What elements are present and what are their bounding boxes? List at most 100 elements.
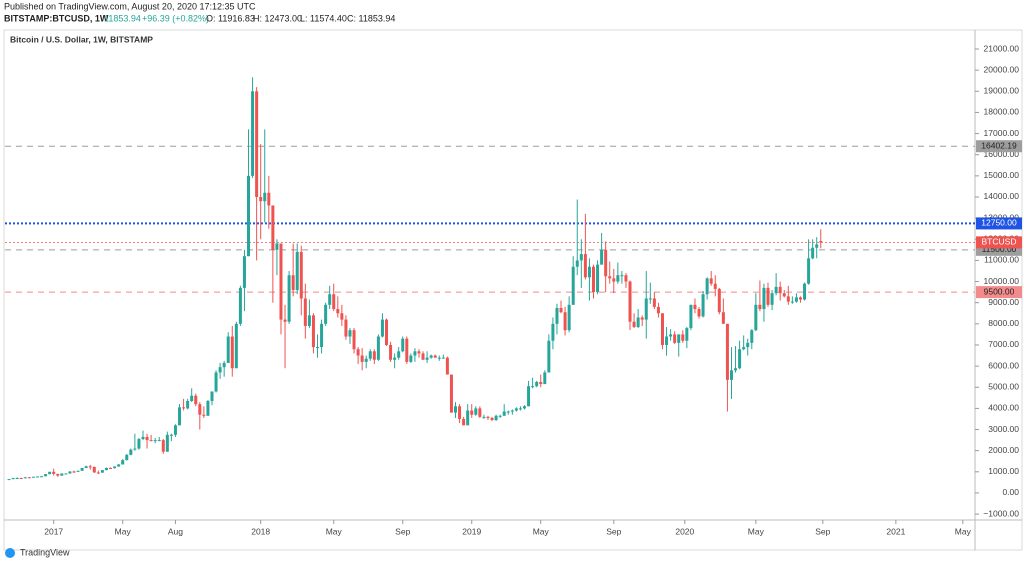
candle-body (376, 336, 380, 360)
candle-body (571, 266, 575, 305)
candle-body (169, 434, 173, 436)
candle-body (48, 471, 52, 475)
candle-body (697, 309, 701, 317)
candle-body (555, 307, 559, 324)
candle-body (356, 349, 360, 356)
candle-body (490, 417, 494, 421)
candle-body (23, 477, 27, 479)
candle-body (754, 304, 758, 331)
candle-body (437, 357, 441, 359)
candle-body (721, 312, 725, 324)
logo: TradingView (5, 547, 70, 558)
last-price-label: BTCUSD (982, 237, 1017, 247)
candle-body (76, 470, 80, 472)
candle-body (807, 258, 811, 284)
candle-body (782, 293, 786, 297)
candle-body (234, 323, 238, 369)
candle-body (182, 407, 186, 409)
candle-body (52, 471, 56, 474)
y-tick-label: 16000.00 (984, 149, 1020, 159)
candle-body (401, 338, 405, 352)
candle-body (149, 440, 153, 442)
candle-body (713, 283, 717, 289)
candle-body (109, 467, 113, 469)
candle-body (11, 478, 15, 480)
x-tick-label: 2017 (44, 526, 63, 536)
candle-body (636, 317, 640, 328)
logo-text: TradingView (20, 547, 70, 557)
candle-body (238, 287, 242, 324)
candle-body (206, 400, 210, 416)
candle-body (725, 323, 729, 380)
candle-body (514, 408, 518, 411)
candle-body (88, 466, 92, 468)
candle-body (604, 249, 608, 277)
candle-body (64, 473, 68, 475)
x-tick-label: May (115, 526, 132, 536)
candle-body (80, 467, 84, 471)
y-tick-label: 2000.00 (988, 445, 1019, 455)
candle-body (218, 367, 222, 373)
candle-body (527, 386, 531, 407)
level-label: 11500.00 (982, 244, 1017, 254)
candle-body (656, 306, 660, 314)
candle-body (705, 278, 709, 295)
candle-body (255, 91, 259, 197)
candle-body (84, 466, 88, 468)
candle-body (320, 323, 324, 348)
y-tick-label: 14000.00 (984, 191, 1020, 201)
candle-body (803, 283, 807, 300)
candle-body (336, 309, 340, 314)
y-tick-label: 7000.00 (988, 339, 1019, 349)
candle-body (486, 416, 490, 418)
candle-body (620, 275, 624, 277)
candle-body (385, 319, 389, 345)
candle-body (559, 307, 563, 313)
candle-body (178, 407, 182, 426)
y-tick-label: 11000.00 (984, 255, 1019, 265)
x-tick-label: 2020 (675, 526, 694, 536)
candle-body (596, 264, 600, 293)
x-tick-label: Aug (168, 526, 183, 536)
candle-body (283, 319, 287, 322)
candle-body (563, 312, 567, 331)
candle-body (121, 460, 125, 465)
candle-body (44, 474, 48, 477)
candle-body (734, 368, 738, 371)
candle-body (429, 355, 433, 358)
level-label: 16402.19 (981, 140, 1017, 150)
candle-body (60, 473, 64, 476)
y-tick-label: 19000.00 (984, 86, 1020, 96)
y-tick-label: 1000.00 (988, 466, 1019, 476)
x-tick-label: May (748, 526, 765, 536)
candle-body (145, 436, 149, 441)
candle-body (819, 241, 823, 243)
candle-body (778, 286, 782, 294)
candle-body (669, 334, 673, 337)
candle-body (393, 357, 397, 360)
candle-body (230, 336, 234, 369)
candle-body (790, 301, 794, 303)
candle-body (502, 411, 506, 416)
level-label-box (976, 286, 1022, 299)
candle-body (624, 275, 628, 282)
candle-body (19, 478, 23, 480)
candle-body (165, 434, 169, 452)
x-tick-label: May (326, 526, 343, 536)
y-tick-label: 18000.00 (984, 107, 1020, 117)
candle-body (27, 477, 31, 479)
candle-body (510, 410, 514, 412)
candle-body (762, 287, 766, 310)
low: L: 11574.40 (300, 13, 347, 23)
candle-body (531, 386, 535, 388)
candle-body (478, 408, 482, 417)
candle-body (372, 351, 376, 360)
candle-body (214, 372, 218, 392)
candle-body (652, 298, 656, 307)
candle-body (104, 467, 108, 471)
x-tick-label: Sep (606, 526, 621, 536)
candle-body (717, 288, 721, 313)
candle-body (535, 381, 539, 387)
candle-body (413, 351, 417, 356)
